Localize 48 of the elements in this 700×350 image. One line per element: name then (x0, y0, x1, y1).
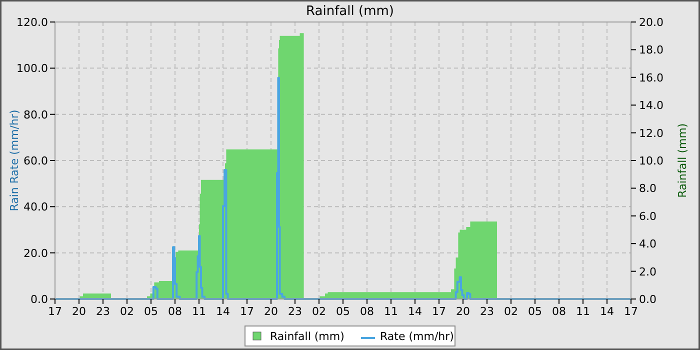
y-tick-label: 40.0 (24, 200, 48, 214)
y2-tick-label: 18.0 (639, 44, 664, 57)
y2-tick-label: 4.0 (639, 238, 656, 251)
y2-tick-label: 6.0 (639, 210, 656, 223)
y-tick-label: 120.0 (16, 16, 48, 29)
x-tick-label: 23 (480, 305, 494, 318)
x-tick-label: 20 (264, 305, 278, 318)
x-tick-label: 05 (144, 305, 158, 318)
x-tick-label: 08 (168, 305, 182, 318)
x-tick-label: 14 (408, 305, 422, 318)
y-tick-label: 0.0 (30, 293, 48, 306)
x-tick-label: 17 (48, 305, 62, 318)
x-tick-label: 08 (552, 305, 566, 318)
x-tick-label: 11 (384, 305, 398, 318)
y2-tick-label: 0.0 (639, 293, 656, 306)
legend-label: Rate (mm/hr) (380, 330, 454, 343)
x-tick-label: 02 (120, 305, 134, 318)
x-tick-label: 20 (456, 305, 470, 318)
y2-tick-label: 14.0 (639, 99, 664, 112)
y-tick-label: 60.0 (24, 154, 48, 168)
x-tick-label: 17 (624, 305, 638, 318)
y2-tick-label: 20.0 (639, 16, 664, 29)
y2-tick-label: 2.0 (639, 265, 656, 278)
x-tick-label: 20 (72, 305, 86, 318)
y-tick-label: 100.0 (16, 62, 48, 76)
x-tick-label: 17 (432, 305, 446, 318)
x-tick-label: 11 (192, 305, 206, 318)
y-axis-title: Rain Rate (mm/hr) (8, 110, 21, 212)
y2-axis-title: Rainfall (mm) (676, 123, 689, 198)
x-tick-label: 02 (504, 305, 518, 318)
chart-title: Rainfall (mm) (306, 4, 394, 19)
y2-tick-label: 8.0 (639, 182, 656, 196)
x-tick-label: 05 (528, 305, 542, 318)
x-tick-label: 11 (576, 305, 590, 318)
y2-tick-label: 16.0 (639, 71, 664, 84)
y-tick-label: 80.0 (24, 108, 48, 122)
x-tick-label: 23 (288, 305, 302, 318)
y2-tick-label: 12.0 (639, 126, 664, 140)
x-tick-label: 08 (360, 305, 374, 318)
x-tick-label: 23 (96, 305, 110, 318)
x-tick-label: 17 (240, 305, 254, 318)
x-tick-label: 05 (336, 305, 350, 318)
x-tick-label: 14 (600, 305, 614, 318)
y2-tick-label: 10.0 (639, 154, 664, 168)
legend-label: Rainfall (mm) (270, 330, 344, 343)
x-tick-label: 02 (312, 305, 326, 318)
x-tick-label: 14 (216, 305, 230, 318)
y-tick-label: 20.0 (24, 246, 48, 260)
